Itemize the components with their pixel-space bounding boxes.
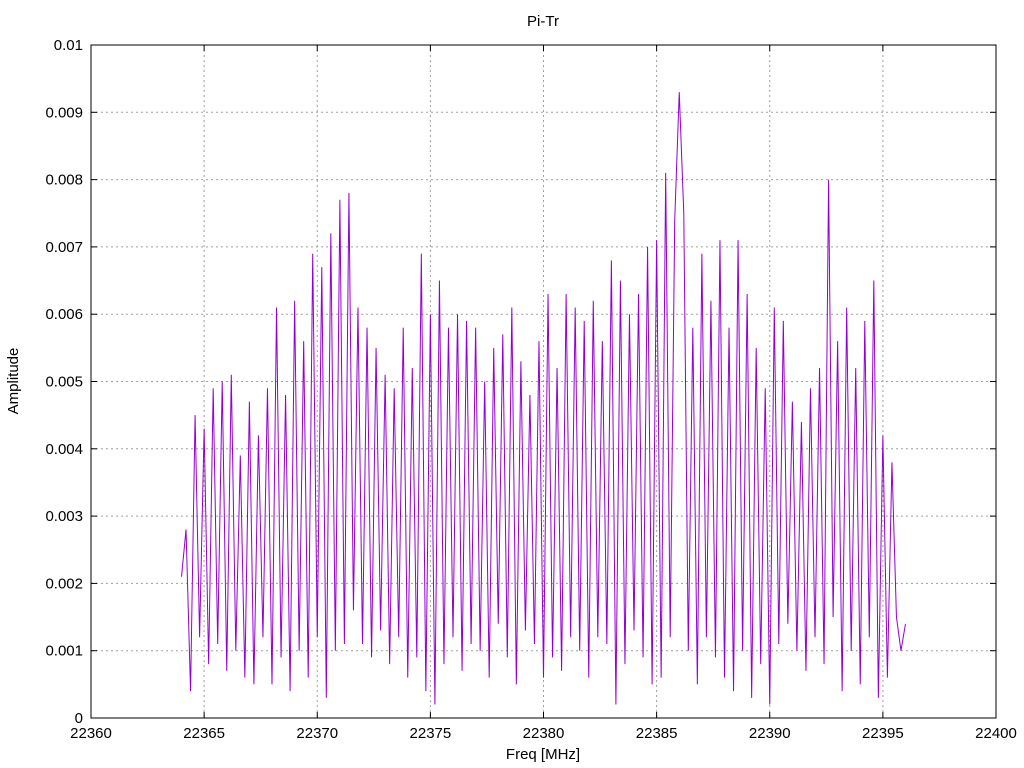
y-tick-label: 0.008 — [45, 172, 83, 189]
series-group — [181, 92, 906, 705]
x-tick-label: 22390 — [749, 725, 791, 742]
y-tick-label: 0.007 — [45, 239, 83, 256]
grid-lines — [91, 45, 996, 718]
y-tick-label: 0.002 — [45, 575, 83, 592]
y-tick-label: 0.003 — [45, 508, 83, 525]
x-tick-label: 22375 — [410, 725, 452, 742]
axis-ticks: 22360 22365 22370 22375 22380 22385 22390 22395… — [45, 37, 1016, 742]
y-tick-label: 0.006 — [45, 306, 83, 323]
x-tick-label: 22400 — [975, 725, 1017, 742]
x-tick-label: 22380 — [523, 725, 565, 742]
x-tick-label: 22360 — [70, 725, 112, 742]
series-line — [181, 92, 906, 705]
x-tick-label: 22370 — [296, 725, 338, 742]
y-axis-label: Amplitude — [5, 348, 22, 415]
y-tick-label: 0.001 — [45, 643, 83, 660]
y-tick-label: 0.005 — [45, 374, 83, 391]
x-tick-label: 22385 — [636, 725, 678, 742]
y-tick-label: 0.01 — [54, 37, 83, 54]
x-tick-label: 22395 — [862, 725, 904, 742]
chart-title: Pi-Tr — [527, 13, 559, 30]
y-tick-label: 0.009 — [45, 104, 83, 121]
x-axis-label: Freq [MHz] — [506, 746, 580, 763]
y-tick-label: 0 — [75, 710, 83, 727]
y-tick-label: 0.004 — [45, 441, 83, 458]
x-tick-label: 22365 — [183, 725, 225, 742]
